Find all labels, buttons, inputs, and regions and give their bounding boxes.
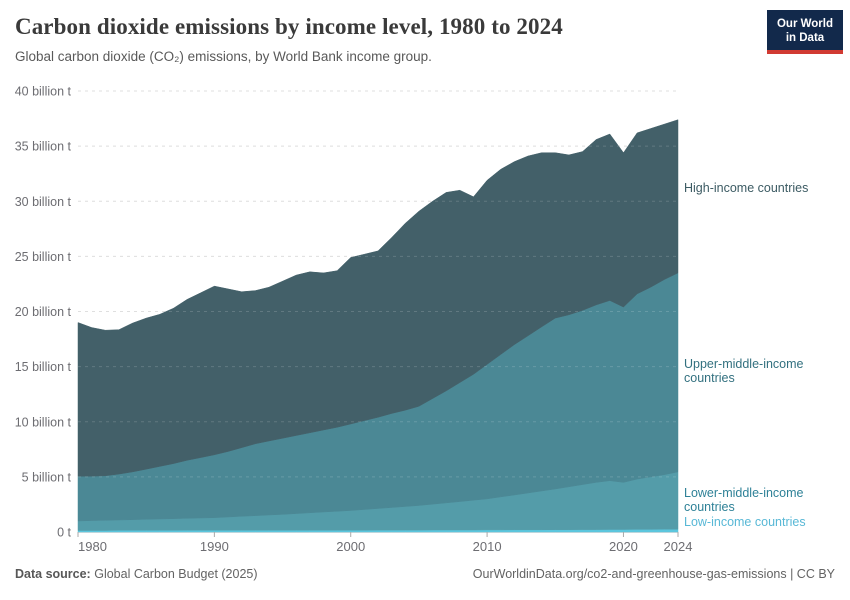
y-tick-label: 0 t — [57, 526, 71, 540]
y-tick-label: 25 billion t — [15, 250, 72, 264]
x-tick-label: 2010 — [473, 539, 502, 554]
y-axis: 0 t 5 billion t 10 billion t 15 billion t 20… — [15, 85, 72, 540]
page-title: Carbon dioxide emissions by income level… — [15, 14, 563, 39]
owid-logo-line2: in Data — [785, 32, 825, 44]
series-label-lower-middle-income[interactable]: Lower-middle-income countries — [684, 486, 804, 514]
y-tick-label: 35 billion t — [15, 140, 72, 154]
owid-logo-line1: Our World — [776, 18, 833, 30]
data-source: Data source: Global Carbon Budget (2025) — [15, 567, 258, 581]
x-tick-label: 1980 — [78, 539, 107, 554]
series-label-low-income[interactable]: Low-income countries — [684, 515, 806, 529]
x-tick-label: 2000 — [336, 539, 365, 554]
y-tick-label: 15 billion t — [15, 360, 72, 374]
x-axis: 1980 1990 2000 2010 2020 2024 — [77, 532, 693, 554]
chart-footer: Data source: Global Carbon Budget (2025)… — [15, 567, 835, 581]
x-tick-label: 2024 — [664, 539, 693, 554]
owid-citation-link[interactable]: OurWorldinData.org/co2-and-greenhouse-ga… — [472, 567, 835, 581]
area-series — [77, 119, 679, 533]
high-income-area[interactable] — [77, 119, 679, 477]
x-tick-label: 2020 — [609, 539, 638, 554]
y-tick-label: 30 billion t — [15, 195, 72, 209]
series-label-high-income[interactable]: High-income countries — [684, 181, 809, 195]
gridline-overlay — [78, 90, 678, 478]
x-tick-label: 1990 — [200, 539, 229, 554]
y-tick-label: 5 billion t — [22, 470, 72, 484]
chart-header: Carbon dioxide emissions by income level… — [15, 14, 750, 64]
data-source-value: Global Carbon Budget (2025) — [94, 567, 258, 581]
data-source-label: Data source: — [15, 567, 91, 581]
series-label-upper-middle-income[interactable]: Upper-middle-income countries — [684, 357, 804, 385]
y-tick-label: 20 billion t — [15, 305, 72, 319]
owid-logo[interactable]: Our World in Data — [767, 10, 843, 54]
y-tick-label: 40 billion t — [15, 85, 72, 99]
y-tick-label: 10 billion t — [15, 415, 72, 429]
page-subtitle: Global carbon dioxide (CO₂) emissions, b… — [15, 49, 432, 64]
